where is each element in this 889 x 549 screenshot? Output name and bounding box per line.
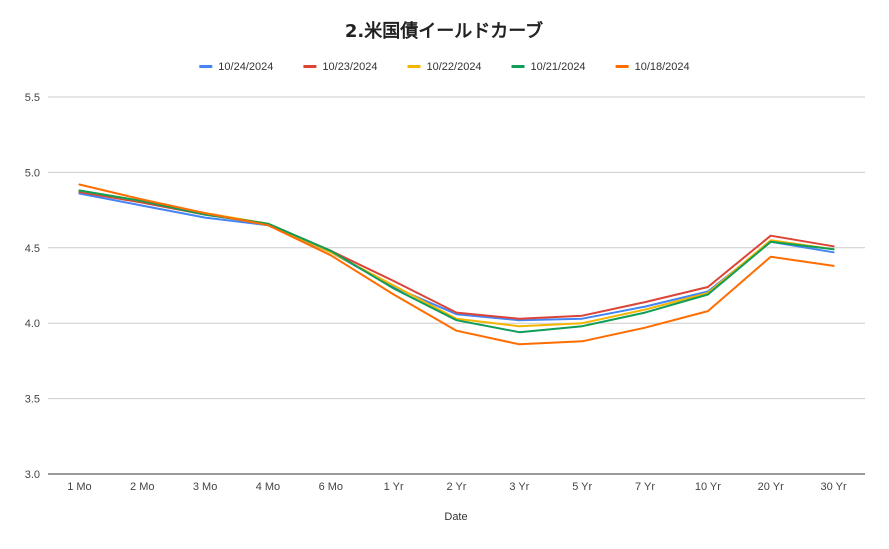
gridlines (48, 96, 865, 475)
legend-label: 10/22/2024 (427, 61, 482, 73)
legend-swatch (407, 65, 421, 68)
x-tick-label: 1 Yr (384, 481, 404, 493)
x-tick-label: 3 Mo (193, 481, 217, 493)
x-tick-label: 1 Mo (67, 481, 91, 493)
legend-item: 10/24/2024 (199, 61, 273, 73)
legend-item: 10/21/2024 (511, 61, 586, 73)
x-tick-label: 2 Yr (447, 481, 467, 493)
legend-swatch (511, 65, 525, 68)
legend-swatch (615, 65, 629, 68)
chart-title: 2.米国債イールドカーブ (345, 20, 543, 42)
legend-item: 10/22/2024 (407, 61, 482, 73)
legend-item: 10/18/2024 (615, 61, 690, 73)
y-tick-label: 5.5 (25, 92, 40, 104)
y-tick-label: 3.5 (25, 394, 40, 406)
x-tick-label: 5 Yr (572, 481, 592, 493)
y-axis-ticks: 3.0 3.5 4.0 4.5 5.0 5.5 (25, 92, 40, 481)
legend-label: 10/18/2024 (635, 61, 690, 73)
legend-label: 10/21/2024 (531, 61, 586, 73)
series-line (78, 189, 835, 334)
x-tick-label: 20 Yr (758, 481, 784, 493)
x-tick-label: 7 Yr (635, 481, 655, 493)
legend-item: 10/23/2024 (303, 61, 377, 73)
legend: 10/24/2024 10/23/2024 10/22/2024 10/21/2024… (199, 61, 690, 73)
series-line (78, 192, 835, 322)
legend-label: 10/23/2024 (322, 61, 377, 73)
x-tick-label: 3 Yr (509, 481, 529, 493)
x-tick-label: 30 Yr (821, 481, 847, 493)
x-tick-label: 4 Mo (256, 481, 280, 493)
series-line (78, 183, 835, 346)
y-tick-label: 3.0 (25, 469, 40, 481)
legend-swatch (199, 65, 213, 68)
x-axis-title: Date (444, 511, 467, 523)
y-tick-label: 4.5 (25, 243, 40, 255)
x-tick-label: 10 Yr (695, 481, 721, 493)
y-tick-label: 5.0 (25, 167, 40, 179)
y-tick-label: 4.0 (25, 318, 40, 330)
x-axis-ticks: 1 Mo 2 Mo 3 Mo 4 Mo 6 Mo 1 Yr 2 Yr 3 Yr 5 Yr 7 Yr… (67, 481, 847, 493)
x-tick-label: 2 Mo (130, 481, 154, 493)
x-tick-label: 6 Mo (319, 481, 343, 493)
legend-swatch (303, 65, 317, 68)
series-lines (78, 183, 835, 346)
legend-label: 10/24/2024 (218, 61, 273, 73)
